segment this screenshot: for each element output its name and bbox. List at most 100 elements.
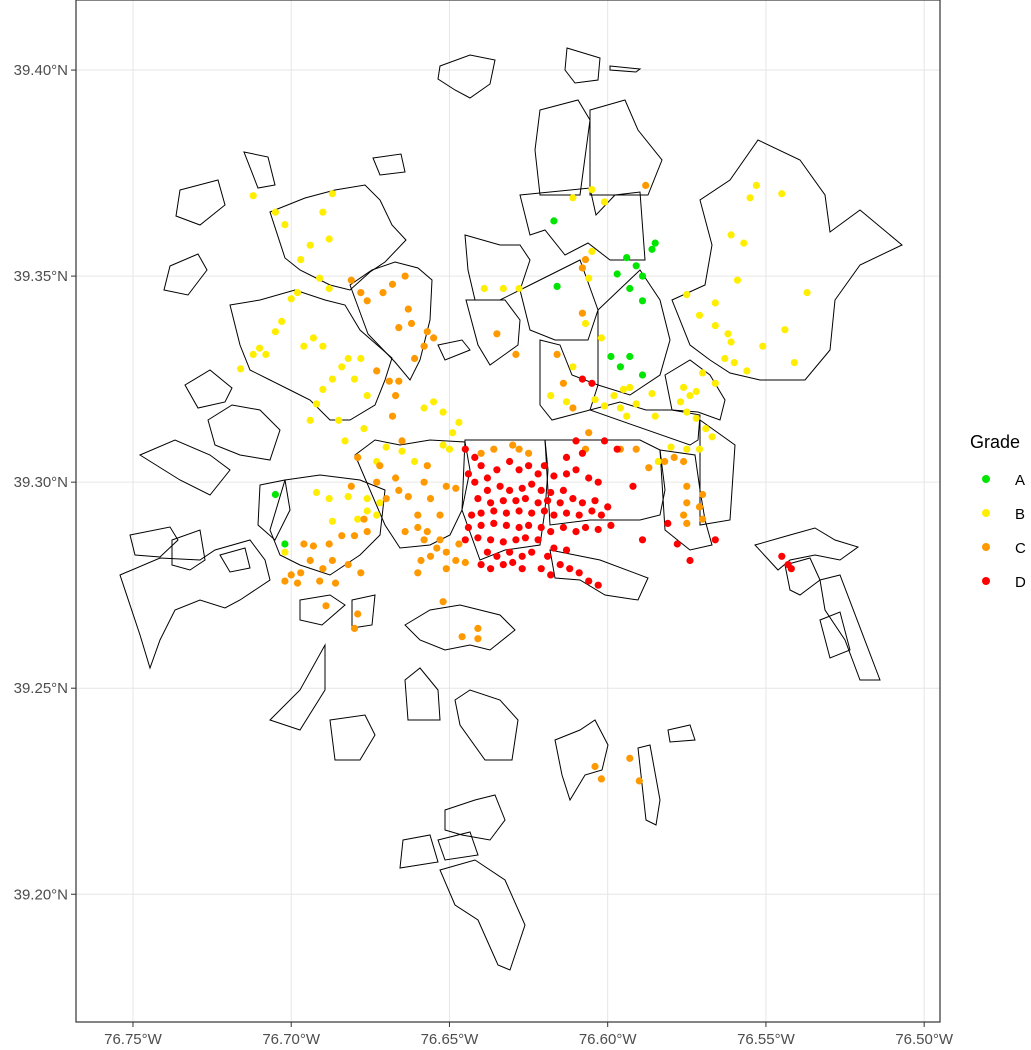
point-grade-a xyxy=(626,284,634,293)
point-grade-d xyxy=(496,482,504,490)
point-grade-d xyxy=(556,499,564,507)
point-grade-d xyxy=(499,561,507,569)
point-grade-d xyxy=(487,565,495,573)
point-grade-c xyxy=(683,482,691,490)
point-grade-c xyxy=(493,330,501,338)
point-grade-d xyxy=(502,521,510,530)
point-grade-c xyxy=(363,297,371,305)
point-grade-d xyxy=(597,511,606,519)
point-grade-c xyxy=(591,762,599,771)
point-grade-c xyxy=(436,536,444,544)
point-grade-d xyxy=(468,511,476,519)
point-grade-a xyxy=(553,282,561,290)
grade-points xyxy=(237,181,811,785)
point-grade-b xyxy=(499,284,507,293)
point-grade-a xyxy=(626,352,634,361)
point-grade-b xyxy=(312,488,321,497)
point-grade-d xyxy=(525,521,533,530)
point-grade-d xyxy=(544,552,552,560)
point-grade-c xyxy=(395,324,403,332)
point-grade-c xyxy=(357,289,365,297)
point-grade-c xyxy=(452,556,460,565)
point-grade-d xyxy=(544,497,552,505)
point-grade-d xyxy=(629,482,637,490)
boundary-polygon xyxy=(609,65,642,73)
point-grade-b xyxy=(455,418,463,426)
point-grade-c xyxy=(699,515,707,523)
point-grade-d xyxy=(483,474,491,482)
point-grade-b xyxy=(354,515,362,523)
point-grade-c xyxy=(414,523,422,532)
boundary-polygon xyxy=(351,594,376,629)
point-grade-a xyxy=(613,270,621,278)
boundary-polygon xyxy=(175,179,226,226)
point-grade-b xyxy=(790,359,799,367)
point-grade-c xyxy=(392,474,400,482)
point-grade-d xyxy=(575,569,583,577)
point-grade-c xyxy=(433,544,441,552)
point-grade-d xyxy=(550,472,558,480)
point-grade-d xyxy=(506,486,514,494)
point-grade-b xyxy=(262,350,270,358)
point-grade-c xyxy=(392,392,400,400)
point-grade-b xyxy=(287,295,295,303)
point-grade-c xyxy=(578,309,587,317)
point-grade-b xyxy=(547,392,555,400)
point-grade-b xyxy=(711,322,719,330)
y-axis: 39.20°N 39.25°N 39.30°N 39.35°N 39.40°N xyxy=(14,62,76,903)
point-grade-c xyxy=(512,350,520,358)
point-grade-c xyxy=(632,445,640,453)
boundary-polygon xyxy=(229,289,393,421)
point-grade-b xyxy=(449,429,457,437)
point-grade-d xyxy=(521,534,530,542)
legend-key-c xyxy=(982,543,990,551)
point-grade-d xyxy=(483,548,491,556)
point-grade-d xyxy=(490,507,498,515)
point-grade-c xyxy=(597,775,606,783)
point-grade-b xyxy=(803,289,811,297)
boundary-polygon xyxy=(819,611,851,659)
point-grade-d xyxy=(534,536,542,544)
point-grade-b xyxy=(306,416,314,424)
point-grade-c xyxy=(347,482,355,490)
boundary-polygon xyxy=(544,439,666,526)
point-grade-c xyxy=(626,754,634,762)
point-grade-c xyxy=(411,354,419,363)
point-grade-c xyxy=(680,511,688,519)
point-grade-d xyxy=(578,375,587,383)
point-grade-c xyxy=(350,624,359,633)
point-grade-b xyxy=(562,398,571,406)
point-grade-d xyxy=(518,565,526,573)
point-grade-b xyxy=(445,445,454,453)
x-tick-label: 76.50°W xyxy=(895,1031,954,1048)
point-grade-b xyxy=(420,404,428,412)
point-grade-b xyxy=(373,511,381,519)
point-grade-b xyxy=(363,507,371,515)
point-grade-b xyxy=(319,342,327,350)
point-grade-b xyxy=(632,400,640,408)
point-grade-c xyxy=(395,486,403,494)
point-grade-c xyxy=(670,453,678,461)
point-grade-c xyxy=(319,565,327,573)
point-grade-c xyxy=(436,511,444,519)
point-grade-c xyxy=(373,478,381,486)
point-grade-d xyxy=(499,497,507,505)
legend-key-b xyxy=(982,509,990,517)
point-grade-c xyxy=(379,289,387,297)
point-grade-d xyxy=(477,561,485,569)
point-grade-d xyxy=(594,525,602,534)
point-grade-c xyxy=(515,445,523,453)
point-grade-d xyxy=(487,536,495,544)
point-grade-b xyxy=(651,412,659,420)
point-grade-d xyxy=(588,507,596,515)
point-grade-b xyxy=(312,400,321,408)
point-grade-c xyxy=(376,462,384,470)
point-grade-b xyxy=(439,408,447,416)
point-grade-d xyxy=(506,457,514,466)
point-grade-c xyxy=(322,602,330,610)
point-grade-d xyxy=(464,523,472,532)
point-grade-d xyxy=(604,503,612,511)
boundary-polygon xyxy=(163,253,208,296)
point-grade-b xyxy=(711,299,719,307)
point-grade-a xyxy=(638,297,647,305)
